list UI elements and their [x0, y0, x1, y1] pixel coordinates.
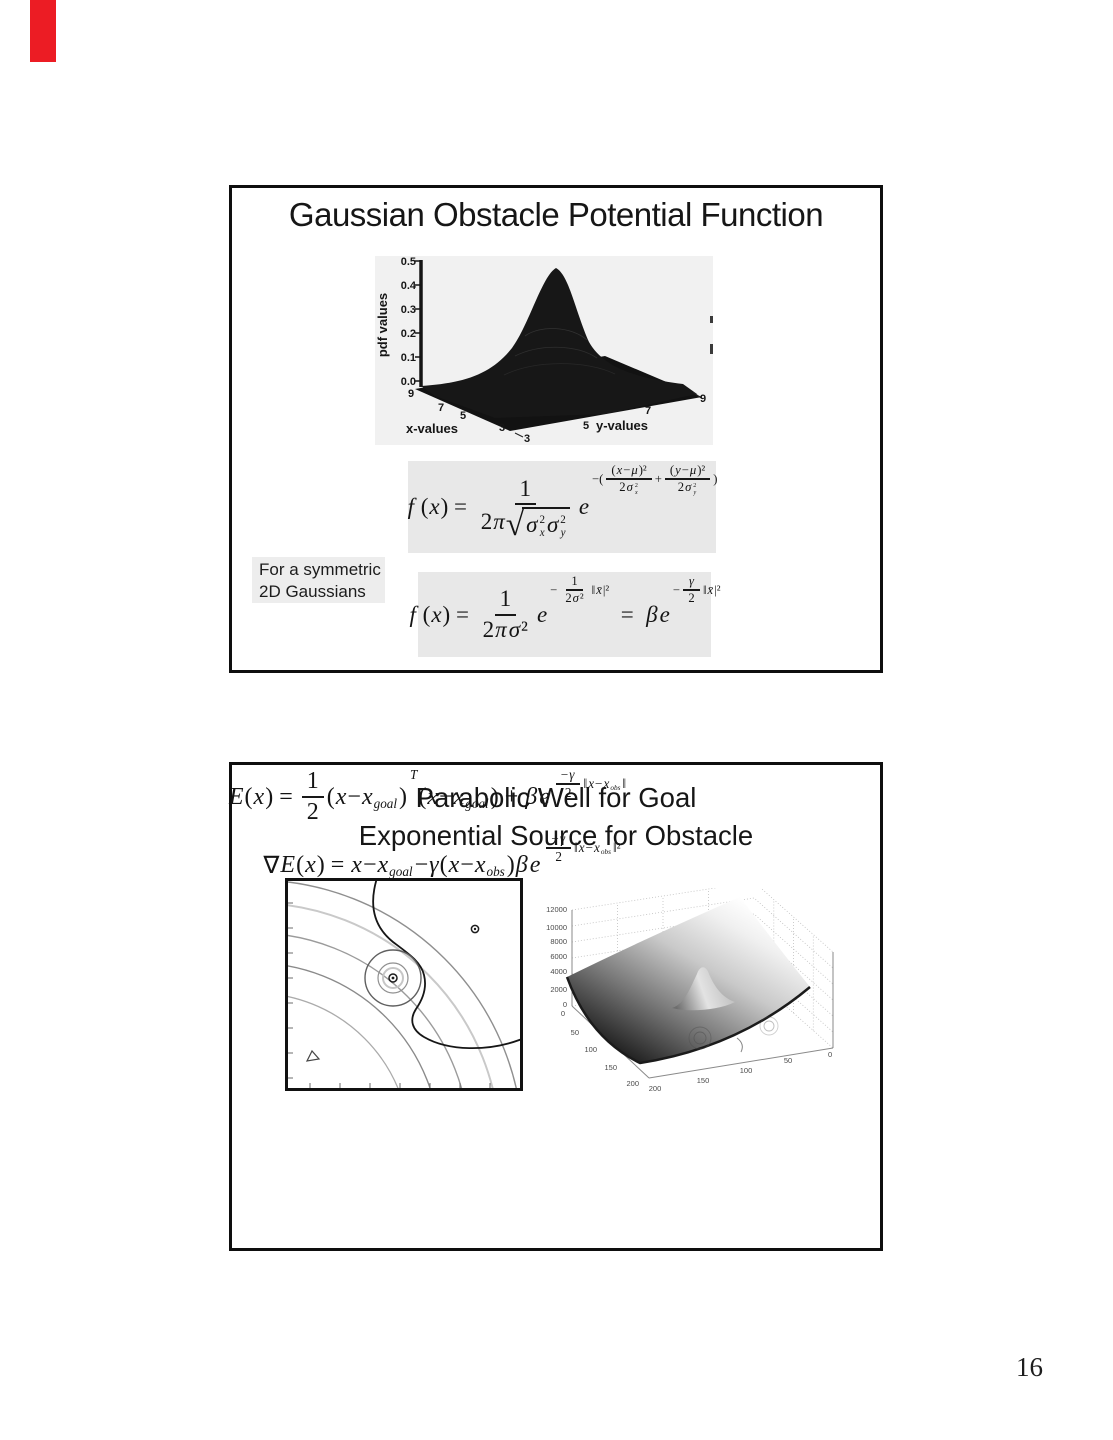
z-tick-label: 4000 [550, 967, 567, 976]
formula-2d-gaussian-pdf: f (x) = 1 2 π √ σ 2 x σ 2 y e −((x − μ)² 2 σ 2 x +(y − μ)² 2 σ… [408, 461, 717, 553]
z-tick-label: 0.2 [401, 328, 416, 340]
y-tick-label: 0 [828, 1050, 832, 1059]
red-annotation-mark [30, 0, 56, 62]
obstacle-bump [672, 967, 735, 1011]
x-tick-label: 7 [438, 402, 444, 414]
x-tick-label: 50 [571, 1028, 579, 1037]
y-axis: 3 5 7 9 y-values [514, 391, 706, 445]
y-tick-label: 50 [784, 1056, 792, 1065]
x-axis-title: x-values [406, 421, 458, 436]
energy-surface-plot: 12000 10000 8000 6000 4000 2000 0 0 50 1… [546, 888, 834, 1093]
z-tick-label: 2000 [550, 985, 567, 994]
y-tick-label: 200 [649, 1084, 662, 1093]
z-tick-label: 0.1 [401, 352, 416, 364]
contour-axis-ticks [288, 902, 491, 1088]
y-axis-title: y-values [596, 418, 648, 433]
z-tick-label: 0.3 [401, 304, 416, 316]
symmetric-gaussians-label: For a symmetric 2D Gaussians [252, 557, 385, 603]
x-axis: 9 7 5 3 x-values [406, 388, 505, 436]
y-tick-label: 9 [700, 393, 706, 405]
y-tick-label: 5 [583, 420, 589, 432]
clipped-edge-marks [710, 316, 713, 354]
y-tick-label: 3 [524, 433, 530, 445]
x-tick-label: 9 [408, 388, 414, 400]
z-tick-label: 8000 [550, 937, 567, 946]
z-axis: 0.5 0.4 0.3 0.2 0.1 0.0 [401, 256, 423, 388]
formula-energy-gradient: ∇ E(x) = x − x goal − γ(x − x obs) β e − γ 2 ‖ x − x obs ‖² [263, 830, 621, 879]
label-line2: 2D Gaussians [259, 581, 366, 601]
gaussian-pdf-surface-plot: 0.5 0.4 0.3 0.2 0.1 0.0 pdf values 9 7 5… [375, 256, 713, 445]
x-axis-labels: 0 50 100 150 200 [561, 1009, 639, 1088]
z-axis-title: pdf values [375, 293, 390, 357]
x-tick-label: 150 [604, 1063, 617, 1072]
y-tick-label: 7 [645, 405, 651, 417]
z-tick-label: 0 [563, 1000, 567, 1009]
robot-triangle-marker [305, 1049, 321, 1062]
slide2-title-line2: Exponential Source for Obstacle [358, 820, 754, 851]
formula-symmetric-gaussian: f (x) = 1 2 π σ ² e −1 2 σ ² ‖ x̄ |² = β e − γ 2 ‖ x̄ |² [410, 572, 721, 657]
x-tick-label: 3 [499, 422, 505, 434]
z-tick-label: 6000 [550, 952, 567, 961]
bowl-surface [565, 897, 811, 1065]
z-tick-label: 0.4 [401, 280, 417, 292]
label-line1: For a symmetric [259, 560, 381, 579]
x-tick-label: 5 [460, 410, 466, 422]
y-tick-label: 150 [697, 1076, 710, 1085]
slide1-title: Gaussian Obstacle Potential Function [288, 196, 824, 233]
z-tick-label: 12000 [546, 905, 567, 914]
z-tick-label: 0.5 [401, 256, 416, 268]
slide-parabolic-well: Parabolic Well for Goal Exponential Sour… [229, 762, 883, 1251]
page-number: 16 [1016, 1352, 1043, 1382]
slide2-title: Parabolic Well for Goal Exponential Sour… [232, 779, 880, 855]
y-axis-labels: 200 150 100 50 0 [649, 1050, 832, 1093]
goal-marker [470, 924, 480, 934]
formula-energy-function: E(x) = 1 2(x − x goal) T(x − x goal) + β e − γ 2 ‖ x − x… [228, 766, 627, 825]
z-tick-label: 10000 [546, 923, 567, 932]
contour-frame [285, 878, 523, 1091]
slide-gaussian-obstacle: Gaussian Obstacle Potential Function [229, 185, 883, 673]
x-tick-label: 200 [626, 1079, 639, 1088]
surface-mesh [415, 268, 702, 431]
slide2-title-line1: Parabolic Well for Goal [415, 782, 697, 813]
obstacle-contour-rings [364, 949, 422, 1007]
merged-obstacle-contour [372, 881, 520, 1050]
x-tick-label: 100 [584, 1045, 597, 1054]
x-tick-label: 0 [561, 1009, 565, 1018]
z-axis-labels: 12000 10000 8000 6000 4000 2000 0 [546, 905, 567, 1009]
y-tick-label: 100 [740, 1066, 753, 1075]
z-tick-label: 0.0 [401, 376, 416, 388]
potential-contour-plot [285, 878, 523, 1091]
